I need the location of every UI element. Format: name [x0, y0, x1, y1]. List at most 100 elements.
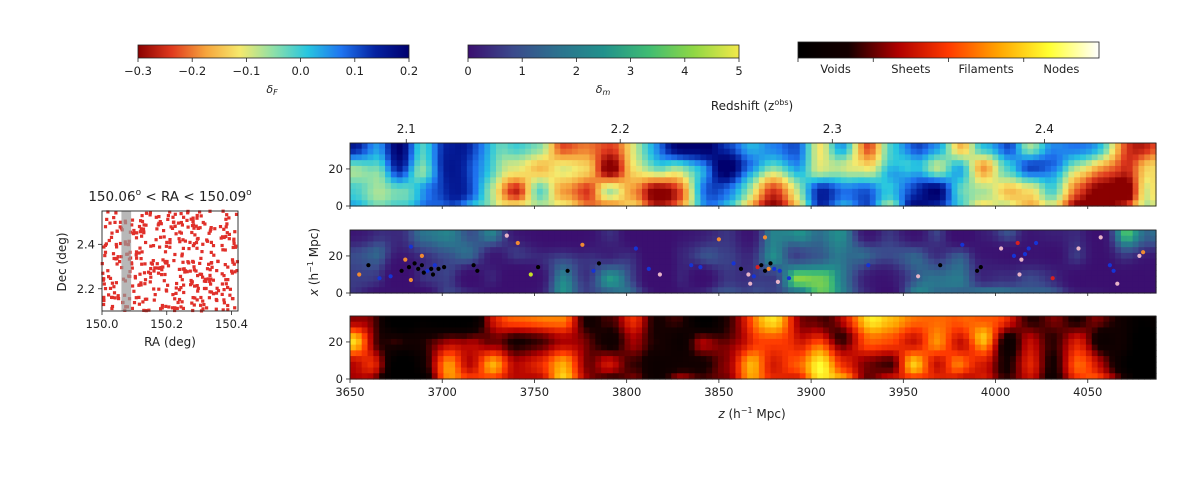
heatmap-cell	[396, 350, 404, 357]
heatmap-cell	[1115, 194, 1122, 201]
heatmap-cell	[665, 350, 672, 357]
heatmap-cell	[642, 270, 649, 277]
heatmap-cell	[414, 252, 421, 260]
heatmap-cell	[1097, 333, 1105, 340]
heatmap-cell	[636, 327, 643, 334]
heatmap-cell	[729, 321, 737, 329]
heatmap-cell	[566, 361, 573, 369]
heatmap-cell	[361, 344, 369, 351]
heatmap-cell	[379, 154, 386, 161]
heatmap-cell	[834, 367, 842, 374]
heatmap-cell	[694, 327, 702, 334]
heatmap-cell	[729, 241, 737, 248]
heatmap-cell	[460, 281, 468, 288]
heatmap-cell	[881, 143, 888, 150]
heatmap-cell	[624, 316, 631, 323]
heatmap-cell	[735, 194, 742, 201]
heatmap-cell	[1085, 321, 1093, 329]
heatmap-cell	[571, 287, 579, 294]
scatter-x-tick-label: 150.0	[86, 317, 119, 331]
scatter-point	[219, 236, 223, 240]
heatmap-cell	[1103, 188, 1110, 196]
heatmap-cell	[501, 321, 509, 329]
heatmap-cell	[811, 183, 818, 190]
heatmap-cell	[624, 183, 631, 190]
heatmap-cell	[420, 160, 427, 167]
heatmap-cell	[688, 321, 696, 329]
heatmap-cell	[980, 165, 988, 173]
heatmap-cell	[840, 327, 848, 334]
heatmap-cell	[1150, 258, 1157, 265]
heatmap-cell	[828, 356, 836, 363]
heatmap-cell	[770, 252, 777, 260]
heatmap-cell	[396, 160, 404, 167]
heatmap-cell	[1115, 171, 1122, 178]
scatter-point	[107, 275, 111, 279]
heatmap-cell	[531, 200, 538, 207]
heatmap-cell	[934, 148, 941, 156]
heatmap-cell	[858, 165, 865, 173]
heatmap-cell	[601, 252, 608, 260]
heatmap-cell	[1126, 287, 1134, 294]
heatmap-cell	[606, 361, 614, 369]
heatmap-cell	[682, 281, 690, 288]
heatmap-cell	[904, 321, 912, 329]
heatmap-cell	[431, 367, 439, 374]
heatmap-cell	[904, 171, 912, 178]
heatmap-cell	[782, 316, 789, 323]
heatmap-cell	[735, 177, 742, 184]
heatmap-cell	[741, 333, 748, 340]
heatmap-cell	[1103, 165, 1110, 173]
heatmap-cell	[1138, 287, 1145, 294]
heatmap-cell	[1004, 356, 1011, 363]
heatmap-cell	[969, 270, 976, 277]
heatmap-cell	[899, 327, 906, 334]
heatmap-cell	[677, 275, 684, 283]
heatmap-cell	[1056, 350, 1064, 357]
heatmap-cell	[805, 270, 813, 277]
heatmap-cell	[630, 235, 637, 243]
heatmap-cell	[525, 148, 532, 156]
heatmap-cell	[671, 264, 678, 271]
heatmap-cell	[1039, 183, 1046, 190]
heatmap-cell	[507, 281, 515, 288]
heatmap-cell	[355, 252, 363, 260]
heatmap-cell	[700, 373, 707, 380]
heatmap-cell	[484, 356, 491, 363]
heatmap-cell	[618, 143, 626, 150]
heatmap-cell	[361, 252, 369, 260]
heatmap-cell	[408, 177, 415, 184]
heatmap-cell	[577, 316, 585, 323]
heatmap-cell	[536, 143, 544, 150]
heatmap-cell	[910, 338, 918, 346]
heatmap-cell	[449, 194, 456, 201]
heatmap-cell	[945, 264, 953, 271]
heatmap-cell	[1039, 235, 1046, 243]
heatmap-cell	[869, 154, 877, 161]
heatmap-cell	[1039, 321, 1046, 329]
heatmap-cell	[904, 344, 912, 351]
heatmap-cell	[1027, 183, 1034, 190]
heatmap-cell	[1103, 258, 1110, 265]
heatmap-cell	[350, 183, 357, 190]
scatter-point	[144, 211, 149, 215]
heatmap-cell	[706, 241, 713, 248]
heatmap-cell	[1103, 333, 1110, 340]
heatmap-cell	[379, 275, 386, 283]
heatmap-cell	[805, 143, 813, 150]
heatmap-cell	[805, 160, 813, 167]
heatmap-cell	[811, 143, 818, 150]
heatmap-cell	[1021, 177, 1029, 184]
heatmap-cell	[1138, 241, 1145, 248]
heatmap-cell	[770, 247, 777, 254]
scatter-point	[211, 278, 215, 282]
heatmap-cell	[1050, 188, 1058, 196]
heatmap-cell	[974, 333, 982, 340]
heatmap-cell	[916, 252, 923, 260]
heatmap-cell	[717, 183, 725, 190]
heatmap-cell	[1027, 154, 1034, 161]
scatter-point	[107, 238, 111, 243]
heatmap-cell	[688, 258, 696, 265]
